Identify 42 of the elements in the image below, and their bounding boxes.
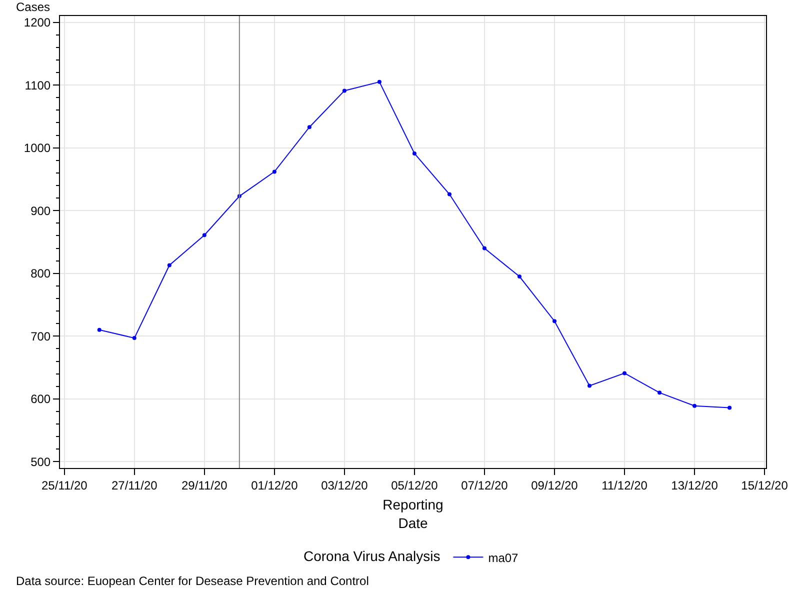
x-tick-label: 07/12/20 <box>461 478 508 492</box>
point <box>692 404 697 408</box>
legend-label: ma07 <box>488 550 519 565</box>
point <box>272 170 276 174</box>
x-tick-label: 05/12/20 <box>391 478 438 492</box>
point <box>728 406 732 410</box>
y-tick-label: 600 <box>30 392 51 406</box>
x-axis-title: Reporting Date <box>382 496 444 531</box>
x-tick-label: 01/12/20 <box>251 478 298 492</box>
x-tick-label: 13/12/20 <box>671 478 718 492</box>
x-tick-label: 03/12/20 <box>321 478 368 492</box>
legend-title: Corona Virus Analysis <box>304 548 440 564</box>
point <box>658 390 662 395</box>
y-axis-title: Cases <box>16 0 50 14</box>
point <box>307 125 312 130</box>
y-tick-label: 700 <box>30 329 51 344</box>
point <box>588 384 592 388</box>
source-note: Data source: Euopean Center for Desease Prevention and Control <box>16 574 369 588</box>
y-tick-label: 1100 <box>24 78 51 92</box>
x-tick-label: 25/11/20 <box>41 478 88 492</box>
x-tick-label: 09/12/20 <box>531 478 578 492</box>
point <box>482 246 486 250</box>
point <box>97 328 102 332</box>
point <box>622 371 627 376</box>
x-tick-label: 15/12/20 <box>741 478 788 492</box>
y-tick-label: 1000 <box>24 141 51 156</box>
y-tick-label: 1200 <box>24 15 51 30</box>
point <box>517 274 522 279</box>
point <box>447 192 452 196</box>
x-tick-label: 11/12/20 <box>602 478 648 492</box>
point <box>552 319 556 324</box>
x-tick-label: 27/11/20 <box>111 478 158 492</box>
point <box>202 233 206 238</box>
x-tick-label: 29/11/20 <box>181 478 228 492</box>
y-tick-label: 500 <box>30 454 51 469</box>
y-tick-label: 800 <box>30 266 51 281</box>
y-tick-label: 900 <box>30 204 51 218</box>
point <box>412 151 416 156</box>
point <box>377 80 382 84</box>
point <box>342 88 346 93</box>
point <box>167 263 172 268</box>
point <box>132 336 136 340</box>
